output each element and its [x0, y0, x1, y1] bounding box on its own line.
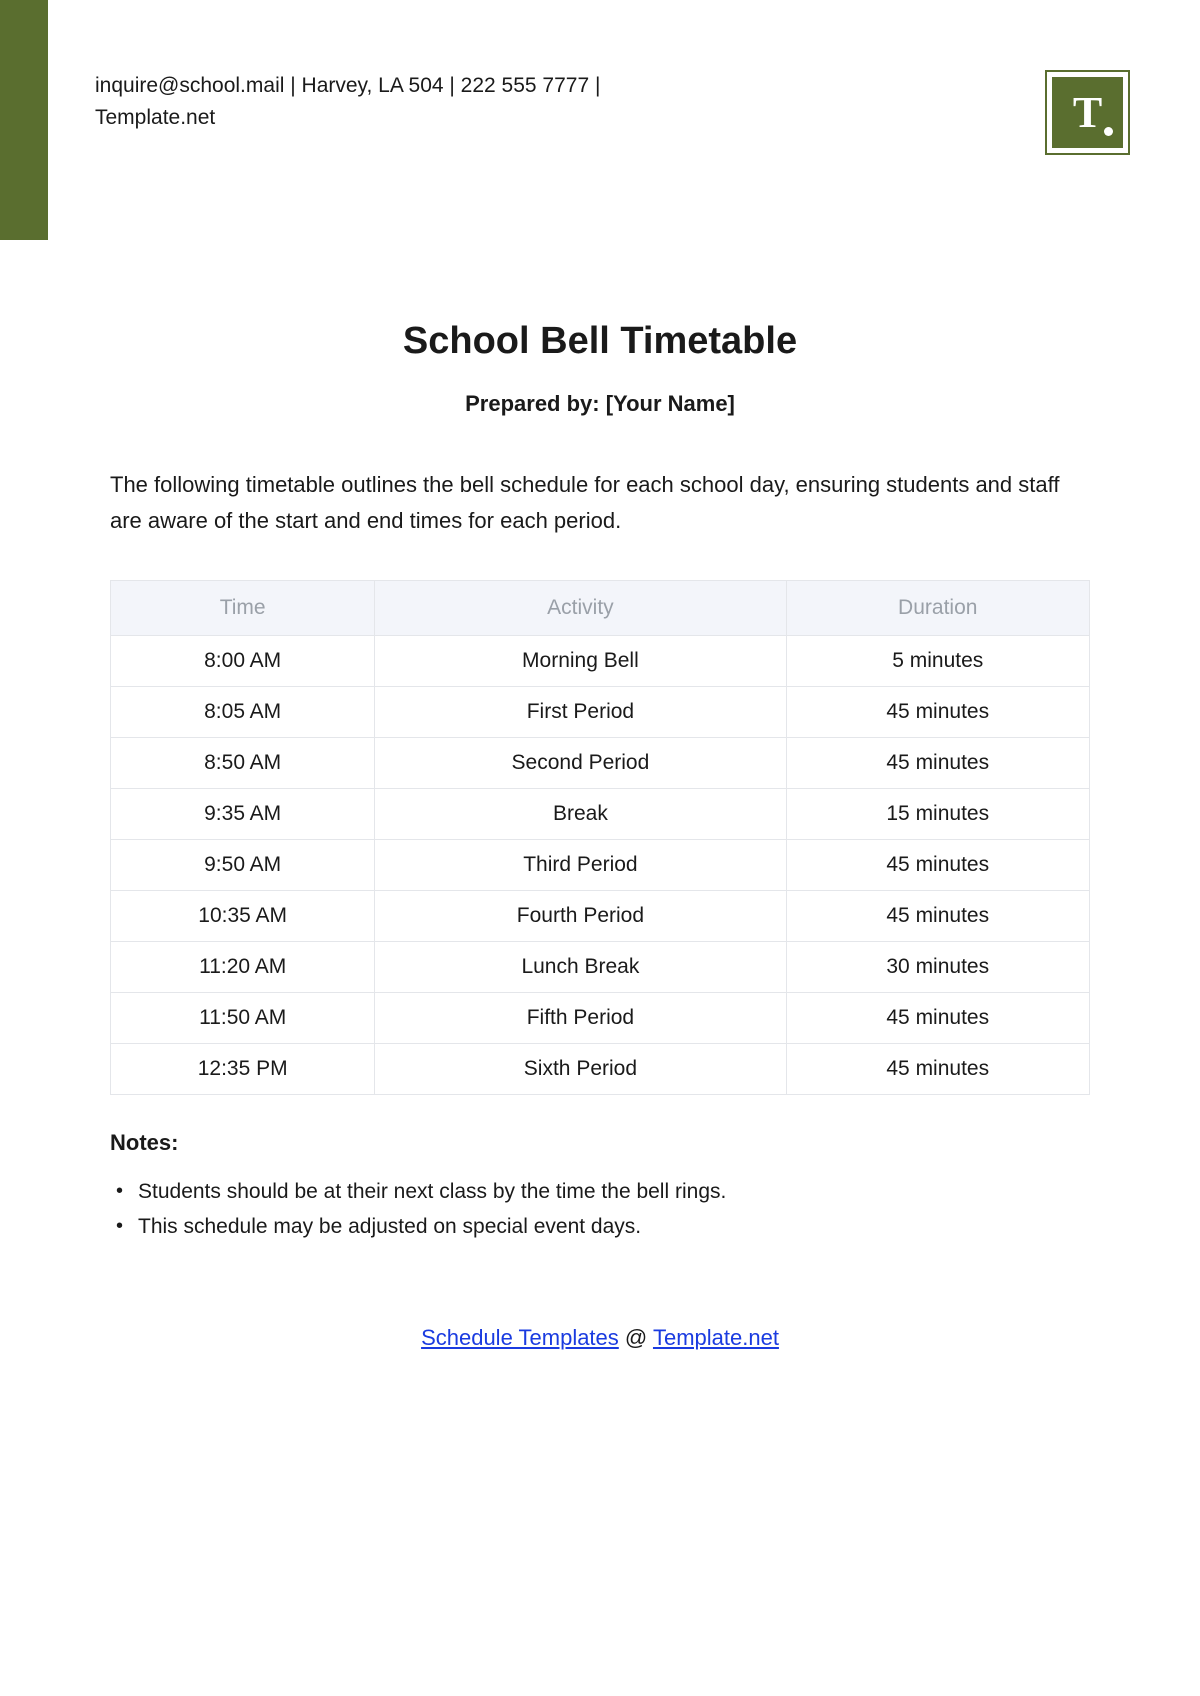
col-header-time: Time: [111, 580, 375, 635]
table-cell: 8:50 AM: [111, 737, 375, 788]
table-cell: Lunch Break: [375, 941, 786, 992]
table-cell: Fourth Period: [375, 890, 786, 941]
content: School Bell Timetable Prepared by: [Your…: [110, 320, 1090, 1351]
table-row: 8:50 AMSecond Period45 minutes: [111, 737, 1090, 788]
table-row: 12:35 PMSixth Period45 minutes: [111, 1043, 1090, 1094]
logo-inner: T: [1052, 77, 1123, 148]
footer-separator: @: [619, 1325, 653, 1350]
footer: Schedule Templates @ Template.net: [110, 1325, 1090, 1351]
table-row: 11:20 AMLunch Break30 minutes: [111, 941, 1090, 992]
table-cell: Break: [375, 788, 786, 839]
table-row: 8:00 AMMorning Bell5 minutes: [111, 635, 1090, 686]
table-row: 9:50 AMThird Period45 minutes: [111, 839, 1090, 890]
logo: T: [1045, 70, 1130, 155]
list-item: Students should be at their next class b…: [116, 1174, 1090, 1210]
table-row: 10:35 AMFourth Period45 minutes: [111, 890, 1090, 941]
intro-paragraph: The following timetable outlines the bel…: [110, 467, 1090, 540]
contact-line-1: inquire@school.mail | Harvey, LA 504 | 2…: [95, 74, 600, 97]
table-cell: 9:50 AM: [111, 839, 375, 890]
col-header-activity: Activity: [375, 580, 786, 635]
table-header-row: Time Activity Duration: [111, 580, 1090, 635]
table-cell: 12:35 PM: [111, 1043, 375, 1094]
accent-side-bar: [0, 0, 48, 240]
table-cell: Third Period: [375, 839, 786, 890]
table-cell: 45 minutes: [786, 737, 1090, 788]
logo-letter: T: [1073, 87, 1102, 138]
subtitle: Prepared by: [Your Name]: [110, 391, 1090, 417]
notes-list: Students should be at their next class b…: [110, 1174, 1090, 1245]
table-cell: Sixth Period: [375, 1043, 786, 1094]
notes-heading: Notes:: [110, 1130, 1090, 1156]
table-cell: Second Period: [375, 737, 786, 788]
page-title: School Bell Timetable: [110, 320, 1090, 363]
table-row: 11:50 AMFifth Period45 minutes: [111, 992, 1090, 1043]
table-cell: 8:00 AM: [111, 635, 375, 686]
contact-line-2: Template.net: [95, 106, 215, 129]
table-cell: 15 minutes: [786, 788, 1090, 839]
footer-link-template-net[interactable]: Template.net: [653, 1325, 779, 1350]
table-cell: 10:35 AM: [111, 890, 375, 941]
table-cell: 11:20 AM: [111, 941, 375, 992]
table-cell: Fifth Period: [375, 992, 786, 1043]
table-cell: 45 minutes: [786, 686, 1090, 737]
header: inquire@school.mail | Harvey, LA 504 | 2…: [95, 70, 1130, 155]
table-row: 8:05 AMFirst Period45 minutes: [111, 686, 1090, 737]
col-header-duration: Duration: [786, 580, 1090, 635]
footer-link-schedule-templates[interactable]: Schedule Templates: [421, 1325, 619, 1350]
table-cell: 9:35 AM: [111, 788, 375, 839]
table-body: 8:00 AMMorning Bell5 minutes8:05 AMFirst…: [111, 635, 1090, 1094]
table-cell: First Period: [375, 686, 786, 737]
table-cell: Morning Bell: [375, 635, 786, 686]
table-cell: 45 minutes: [786, 1043, 1090, 1094]
contact-info: inquire@school.mail | Harvey, LA 504 | 2…: [95, 70, 600, 133]
table-cell: 8:05 AM: [111, 686, 375, 737]
table-cell: 5 minutes: [786, 635, 1090, 686]
table-row: 9:35 AMBreak15 minutes: [111, 788, 1090, 839]
table-cell: 30 minutes: [786, 941, 1090, 992]
table-cell: 45 minutes: [786, 839, 1090, 890]
logo-dot-icon: [1104, 127, 1113, 136]
table-cell: 45 minutes: [786, 992, 1090, 1043]
list-item: This schedule may be adjusted on special…: [116, 1209, 1090, 1245]
table-cell: 45 minutes: [786, 890, 1090, 941]
table-cell: 11:50 AM: [111, 992, 375, 1043]
timetable: Time Activity Duration 8:00 AMMorning Be…: [110, 580, 1090, 1095]
